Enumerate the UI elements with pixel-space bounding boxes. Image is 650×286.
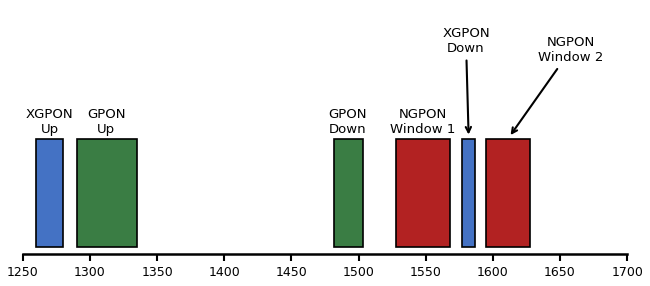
- Text: NGPON
Window 2: NGPON Window 2: [512, 36, 603, 133]
- Bar: [36, 139, 63, 247]
- Text: XGPON
Down: XGPON Down: [442, 27, 490, 132]
- Bar: [77, 139, 137, 247]
- Text: GPON: GPON: [87, 108, 125, 121]
- Text: Up: Up: [40, 123, 58, 136]
- Bar: [486, 139, 530, 247]
- Text: Up: Up: [97, 123, 115, 136]
- Text: XGPON: XGPON: [26, 108, 73, 121]
- Bar: [334, 139, 363, 247]
- Text: Window 1: Window 1: [390, 123, 456, 136]
- Text: Down: Down: [329, 123, 367, 136]
- Text: NGPON: NGPON: [399, 108, 447, 121]
- Text: GPON: GPON: [328, 108, 367, 121]
- Bar: [462, 139, 475, 247]
- Bar: [396, 139, 450, 247]
